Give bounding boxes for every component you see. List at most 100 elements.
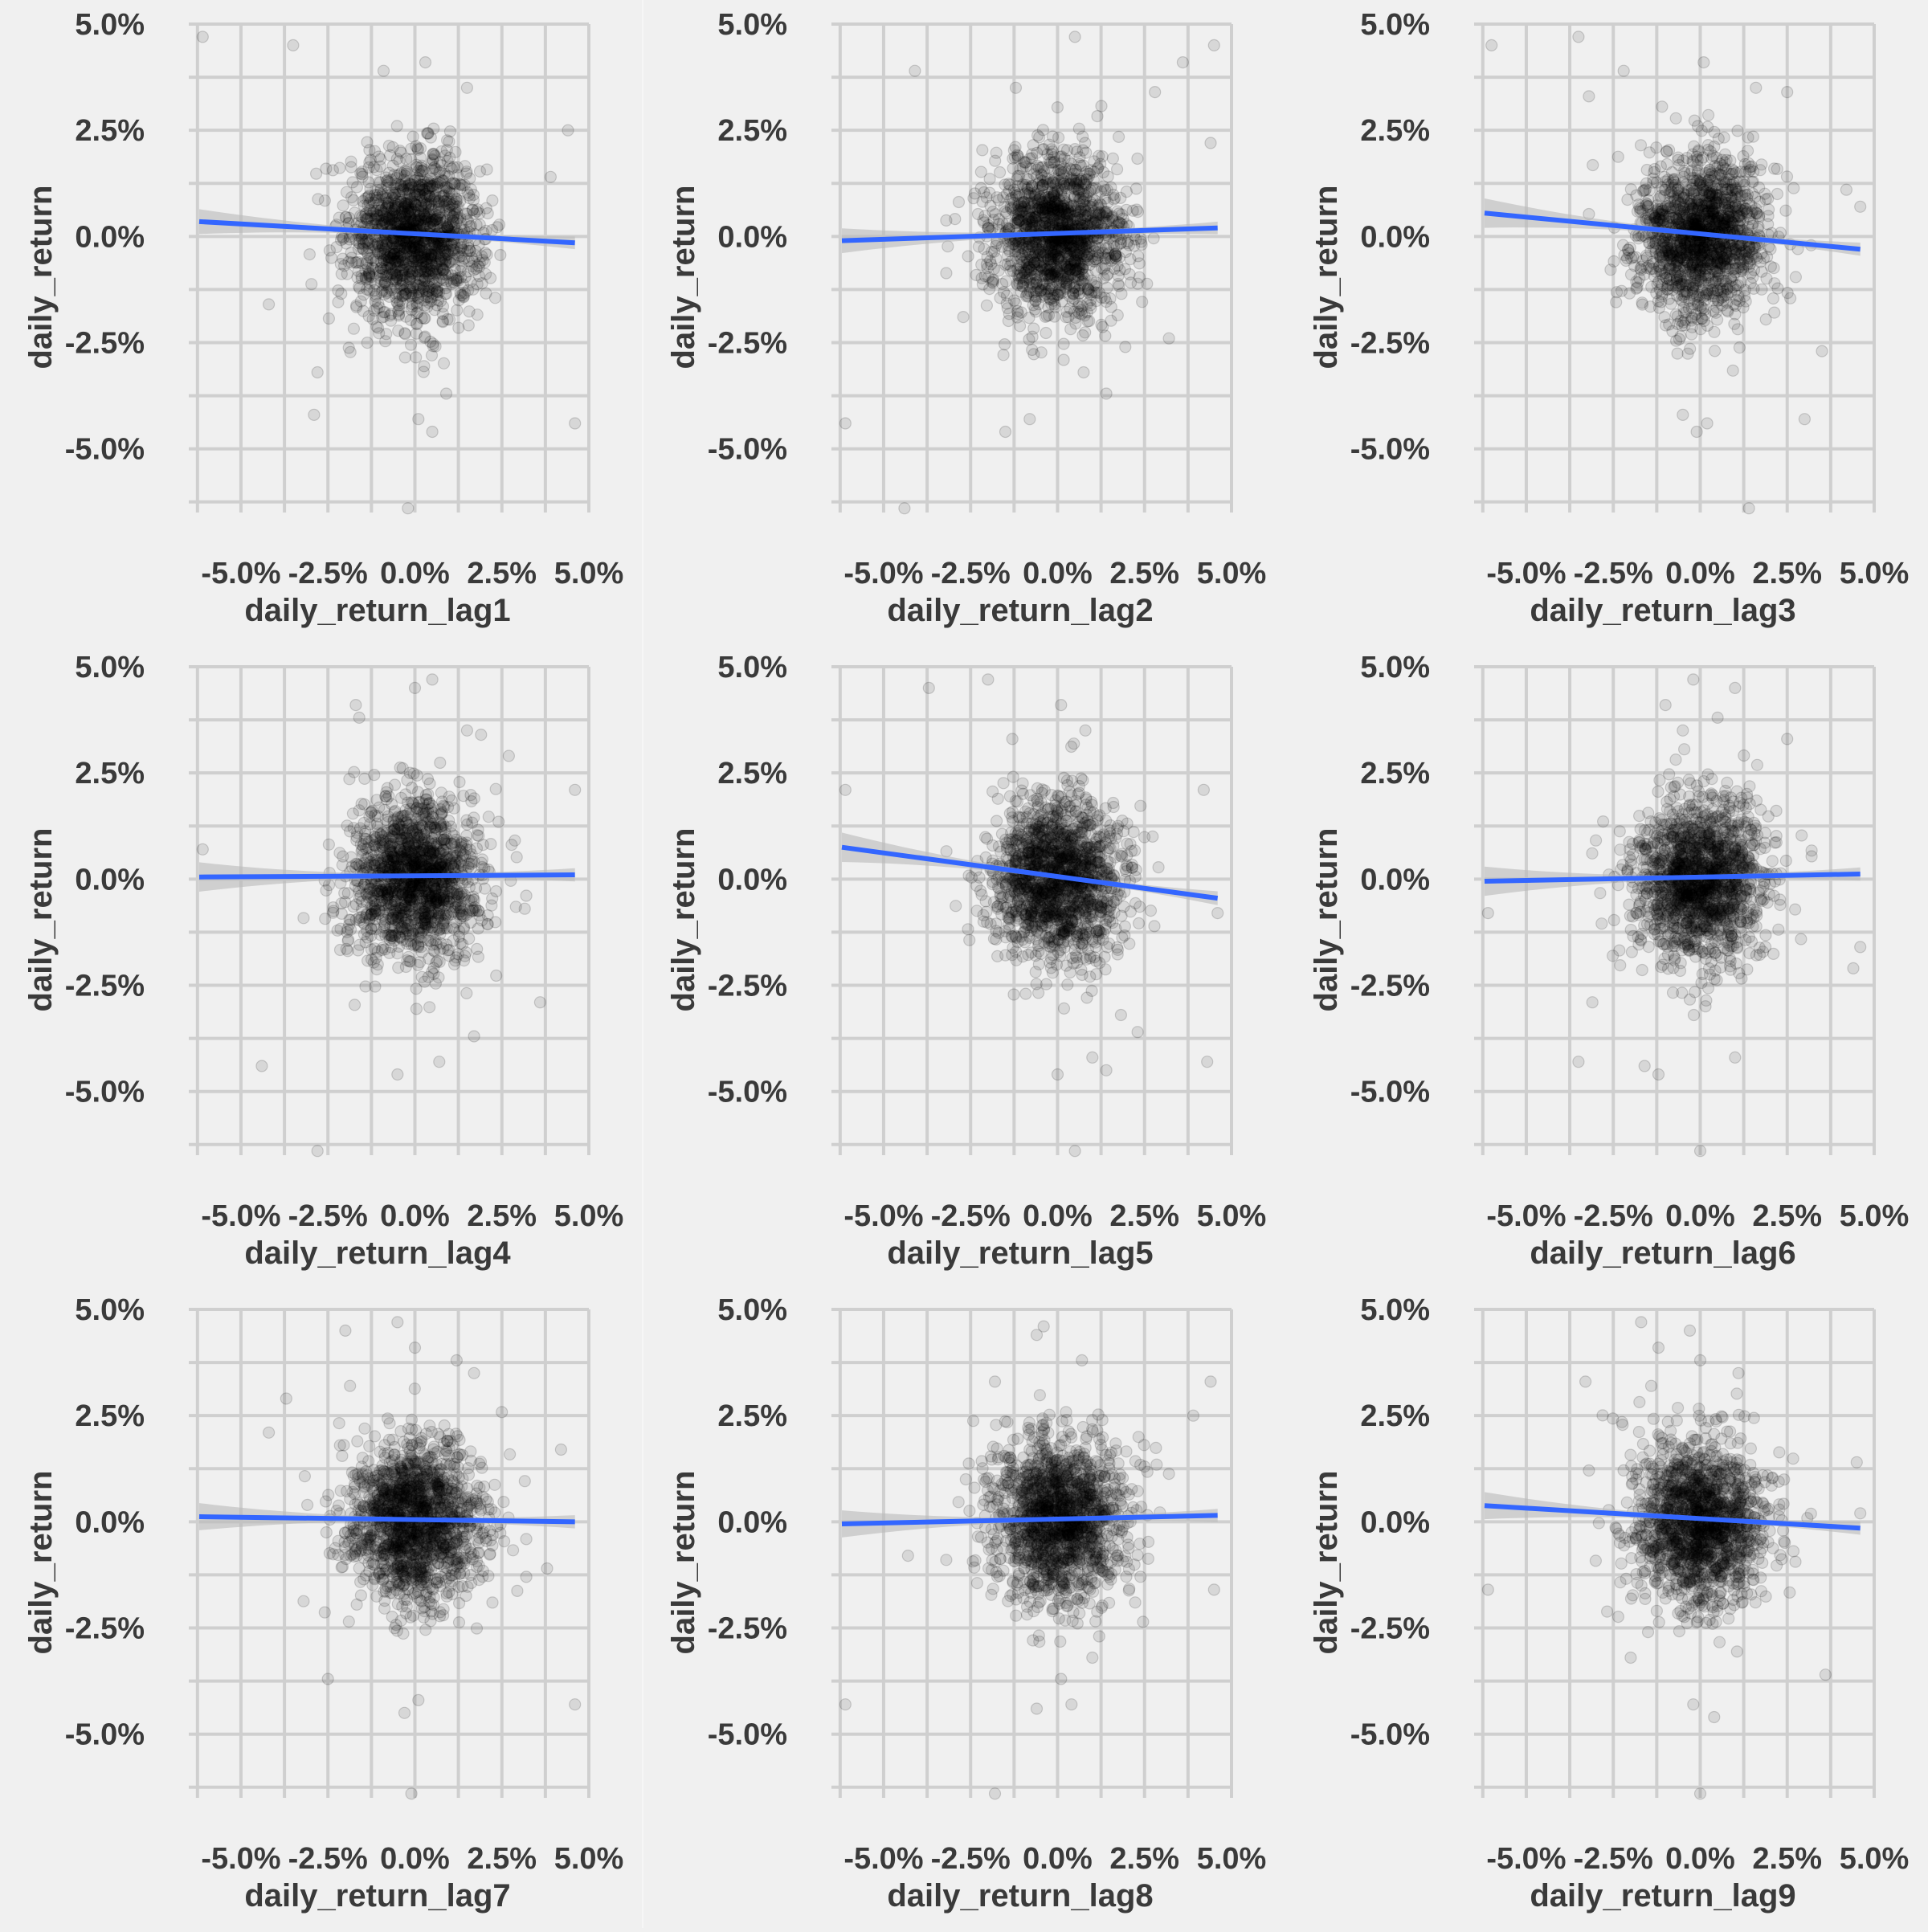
- data-point: [492, 222, 503, 233]
- data-point: [1136, 236, 1147, 247]
- x-axis-title: daily_return_lag1: [244, 593, 510, 628]
- data-point: [349, 999, 361, 1011]
- x-tick-label: 5.0%: [1840, 557, 1910, 590]
- data-point: [1622, 194, 1633, 206]
- data-point: [1085, 300, 1097, 311]
- data-point: [1756, 266, 1767, 277]
- data-point: [402, 503, 414, 514]
- data-point: [1113, 131, 1125, 142]
- data-point: [1100, 193, 1111, 204]
- data-point: [1127, 205, 1138, 216]
- data-point: [1709, 326, 1720, 337]
- data-point: [1790, 272, 1801, 283]
- data-point: [489, 292, 500, 304]
- data-point: [414, 184, 425, 195]
- data-point: [1085, 287, 1097, 298]
- data-point: [1732, 125, 1743, 137]
- data-point: [1090, 214, 1101, 225]
- data-point: [324, 245, 335, 256]
- data-point: [1077, 131, 1089, 142]
- data-point: [1709, 126, 1720, 137]
- data-point: [1632, 277, 1644, 288]
- x-tick-label: 2.5%: [1109, 557, 1179, 590]
- data-point: [393, 288, 404, 300]
- data-point: [351, 301, 362, 312]
- data-point: [1486, 39, 1497, 51]
- data-point: [1003, 178, 1015, 190]
- data-point: [1007, 205, 1019, 216]
- data-point: [400, 311, 411, 322]
- scatter-points: [197, 674, 580, 1157]
- data-point: [994, 219, 1005, 230]
- x-tick-label: 0.0%: [1665, 557, 1735, 590]
- data-point: [1040, 217, 1051, 228]
- x-tick-label: 5.0%: [554, 557, 624, 590]
- data-point: [444, 244, 455, 255]
- data-point: [1745, 277, 1756, 288]
- data-point: [1092, 111, 1103, 122]
- data-point: [1075, 259, 1086, 270]
- data-point: [1686, 188, 1697, 199]
- data-point: [481, 164, 492, 175]
- data-point: [1052, 289, 1064, 300]
- data-point: [1743, 503, 1754, 514]
- data-point: [1782, 87, 1793, 98]
- data-point: [976, 272, 987, 284]
- data-point: [968, 193, 979, 204]
- data-point: [1075, 193, 1086, 204]
- data-point: [1685, 343, 1696, 354]
- x-axis-title: daily_return_lag2: [887, 593, 1153, 628]
- data-point: [1030, 295, 1041, 306]
- data-point: [1664, 145, 1675, 156]
- data-point: [1048, 190, 1059, 202]
- data-point: [975, 166, 986, 178]
- data-point: [1623, 244, 1634, 255]
- data-point: [1717, 196, 1728, 207]
- data-point: [1698, 57, 1709, 68]
- data-point: [439, 357, 450, 369]
- data-point: [954, 197, 965, 208]
- data-point: [1120, 341, 1131, 353]
- data-point: [986, 247, 998, 258]
- data-point: [1031, 164, 1043, 175]
- data-point: [1088, 255, 1099, 267]
- data-point: [1587, 160, 1599, 171]
- data-point: [394, 300, 405, 311]
- x-tick-label: 2.5%: [1752, 557, 1822, 590]
- data-point: [570, 418, 581, 429]
- data-point: [1060, 243, 1072, 254]
- data-point: [1056, 201, 1067, 212]
- data-point: [1076, 220, 1088, 231]
- data-point: [1112, 164, 1123, 175]
- data-point: [1069, 31, 1080, 43]
- data-point: [357, 196, 369, 207]
- data-point: [442, 135, 453, 146]
- data-point: [411, 301, 423, 312]
- data-point: [1208, 39, 1219, 51]
- data-point: [1003, 316, 1014, 327]
- x-tick-label: 0.0%: [1023, 557, 1093, 590]
- data-point: [345, 247, 357, 259]
- data-point: [1100, 252, 1111, 263]
- data-point: [1677, 409, 1689, 420]
- data-point: [1743, 165, 1754, 177]
- data-point: [378, 188, 389, 199]
- data-point: [909, 65, 921, 76]
- data-point: [347, 177, 358, 188]
- data-point: [1727, 365, 1738, 376]
- data-point: [472, 309, 483, 321]
- data-point: [1620, 255, 1632, 267]
- data-point: [1780, 205, 1791, 216]
- x-tick-label: -2.5%: [931, 557, 1011, 590]
- data-point: [419, 361, 430, 372]
- data-point: [998, 349, 1009, 361]
- data-point: [413, 414, 424, 425]
- data-point: [1708, 288, 1719, 299]
- data-point: [263, 299, 275, 310]
- y-tick-label: -2.5%: [708, 327, 787, 361]
- data-point: [1713, 242, 1724, 253]
- data-point: [1038, 179, 1049, 190]
- data-point: [319, 195, 330, 206]
- data-point: [1711, 152, 1722, 163]
